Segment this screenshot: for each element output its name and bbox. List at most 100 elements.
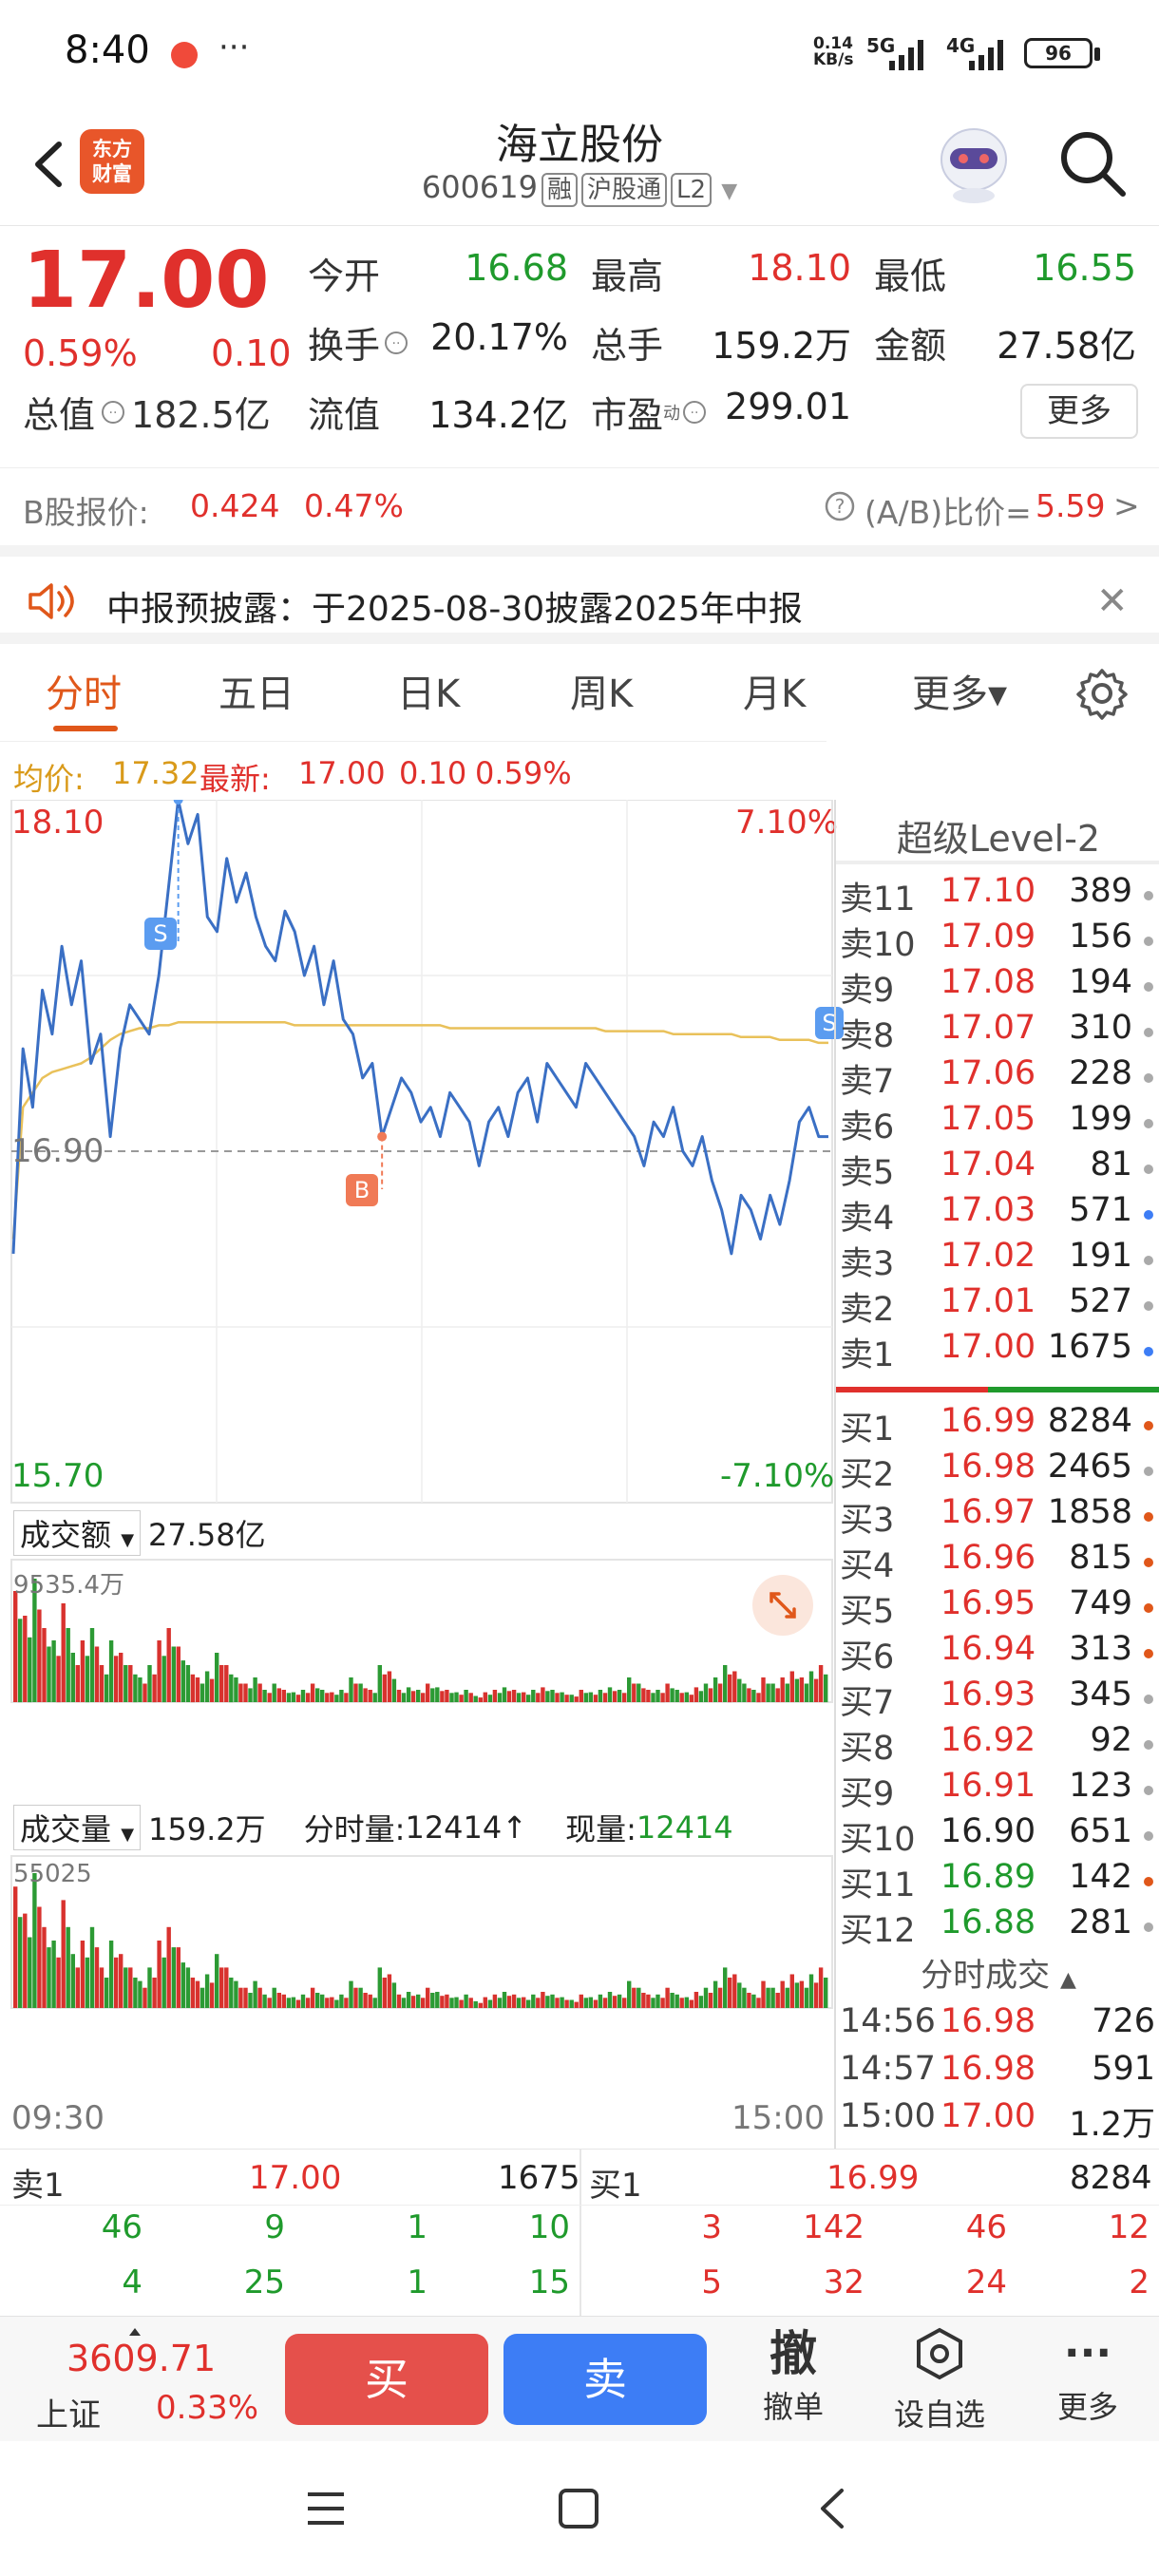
tab-five-day[interactable]: 五日 [218,672,294,716]
ask-label: 卖8 [840,1017,895,1055]
info-icon[interactable]: ·· [99,398,127,426]
volume-bar [747,1993,751,2008]
add-watchlist-button[interactable]: 设自选 [878,2324,1001,2434]
tab-weekly-k[interactable]: 周K [570,672,634,716]
bid-row[interactable]: 买2 16.98 2465 [836,1448,1159,1494]
volume-bar [564,1999,569,2008]
amount-bar [612,1691,618,1702]
tab-monthly-k[interactable]: 月K [743,672,807,716]
ask-row[interactable]: 卖6 17.05 199 [836,1100,1159,1146]
volume-bar [349,1980,353,2008]
volume-bar [47,1947,51,2008]
amount-bar [464,1690,468,1702]
bid-row[interactable]: 买1 16.99 8284 [836,1402,1159,1449]
close-icon[interactable]: ✕ [1096,579,1129,623]
ask-row[interactable]: 卖10 17.09 156 [836,918,1159,964]
bid-row[interactable]: 买10 16.90 651 [836,1812,1159,1859]
bid-row[interactable]: 买7 16.93 345 [836,1676,1159,1722]
back-icon[interactable] [21,131,78,198]
cancel-order-button[interactable]: 撤 撤单 [741,2324,846,2427]
index-pct[interactable]: 0.33% [156,2389,259,2427]
help-icon[interactable]: ? [823,489,857,523]
battery-icon: 96 [1024,38,1092,68]
volume-bar [114,1957,119,2009]
expand-icon[interactable] [752,1575,813,1636]
ask-label: 卖9 [840,972,895,1010]
more-actions-button[interactable]: ··· 更多 [1036,2324,1140,2427]
volume-bar [128,1967,133,2008]
amount-bar [162,1656,166,1703]
more-quote-button[interactable]: 更多 [1020,384,1138,439]
bid-dot [1144,1877,1153,1886]
bid-row[interactable]: 买12 16.88 281 [836,1904,1159,1950]
now-label: 现量: [565,1811,636,1847]
index-name[interactable]: 上证 [36,2396,101,2434]
ask-dot [1144,1028,1153,1037]
amount-bar [353,1683,358,1702]
bid-label: 买3 [840,1502,895,1540]
ask-row[interactable]: 卖7 17.06 228 [836,1054,1159,1101]
bid-row[interactable]: 买8 16.92 92 [836,1721,1159,1768]
gear-icon[interactable] [1075,667,1129,720]
bid-row[interactable]: 买9 16.91 123 [836,1767,1159,1813]
ask-row[interactable]: 卖8 17.07 310 [836,1009,1159,1055]
menu-icon[interactable] [304,2487,348,2530]
volume-bar [579,1994,583,2008]
intraday-chart[interactable]: 18.10 7.10% 16.90 15.70 -7.10% S B S 成交额… [0,795,844,2149]
amount-bar [171,1646,176,1702]
order-book[interactable]: 超级Level-2 卖11 17.10 389 卖10 17.09 156 卖9 17.08 1… [834,800,1159,2149]
tab-daily-k[interactable]: 日K [397,672,461,716]
sell-marker-end[interactable]: S [815,1007,844,1039]
amount-bar [401,1693,407,1703]
search-icon[interactable] [1054,125,1130,201]
ask-dot [1144,937,1153,946]
assistant-robot-icon[interactable] [935,120,1013,205]
volume-bar [32,1873,37,2008]
pe-label: 市盈 [591,394,664,436]
tab-intraday[interactable]: 分时 [46,672,122,716]
ask-row[interactable]: 卖3 17.02 191 [836,1237,1159,1283]
avg-value: 17.32 [112,755,200,791]
ask-row[interactable]: 卖1 17.00 1675 [836,1328,1159,1374]
volume-bar [813,1982,819,2008]
volume-bar [550,1994,555,2008]
volume-bar [541,1992,545,2008]
ask-row[interactable]: 卖2 17.01 527 [836,1282,1159,1329]
info-icon[interactable]: ·· [680,398,709,426]
amount-bar [344,1693,349,1703]
buy-marker[interactable]: B [346,1174,378,1206]
notice-banner[interactable]: 中报预披露：于2025-08-30披露2025年中报 ✕ [0,545,1159,644]
volume-bar [291,1997,296,2008]
amount-bar [712,1677,718,1702]
home-icon[interactable] [557,2487,600,2530]
b-share-row[interactable]: B股报价: 0.424 0.47% ? (A/B)比价= 5.59 > [0,467,1159,545]
ask-row[interactable]: 卖11 17.10 389 [836,872,1159,919]
amount-selector[interactable]: 成交额 ▼ [13,1510,142,1556]
volume-bar [598,1994,603,2008]
bid-row[interactable]: 买5 16.95 749 [836,1584,1159,1631]
back-nav-icon[interactable] [813,2485,851,2532]
ask-volume: 156 [1069,918,1132,956]
amount-bars-group [13,1579,828,1703]
bid-row[interactable]: 买11 16.89 142 [836,1858,1159,1904]
hexagon-icon [917,2327,962,2380]
ask-row[interactable]: 卖4 17.03 571 [836,1191,1159,1238]
bid-row[interactable]: 买6 16.94 313 [836,1630,1159,1676]
info-icon[interactable]: ·· [382,329,410,357]
buy-button[interactable]: 买 [285,2334,488,2425]
index-value[interactable]: 3609.71 [66,2338,217,2379]
ask-row[interactable]: 卖9 17.08 194 [836,963,1159,1010]
active-tab-indicator [53,726,118,731]
trades-title[interactable]: 分时成交 ▲ [836,1949,1159,1996]
volume-bar [641,1993,646,2008]
bid-row[interactable]: 买3 16.97 1858 [836,1493,1159,1540]
ask-row[interactable]: 卖5 17.04 81 [836,1146,1159,1192]
bid-row[interactable]: 买4 16.96 815 [836,1539,1159,1585]
sell-button[interactable]: 卖 [504,2334,707,2425]
amount-bar [627,1677,632,1702]
brand-logo[interactable]: 东方 财富 [80,129,144,194]
sell-marker[interactable]: S [144,918,177,950]
volume-selector[interactable]: 成交量 ▼ [13,1805,142,1850]
tab-more[interactable]: 更多▾ [912,672,1008,716]
stock-code-row[interactable]: 600619 融沪股通 L2 ▼ [0,169,1159,207]
